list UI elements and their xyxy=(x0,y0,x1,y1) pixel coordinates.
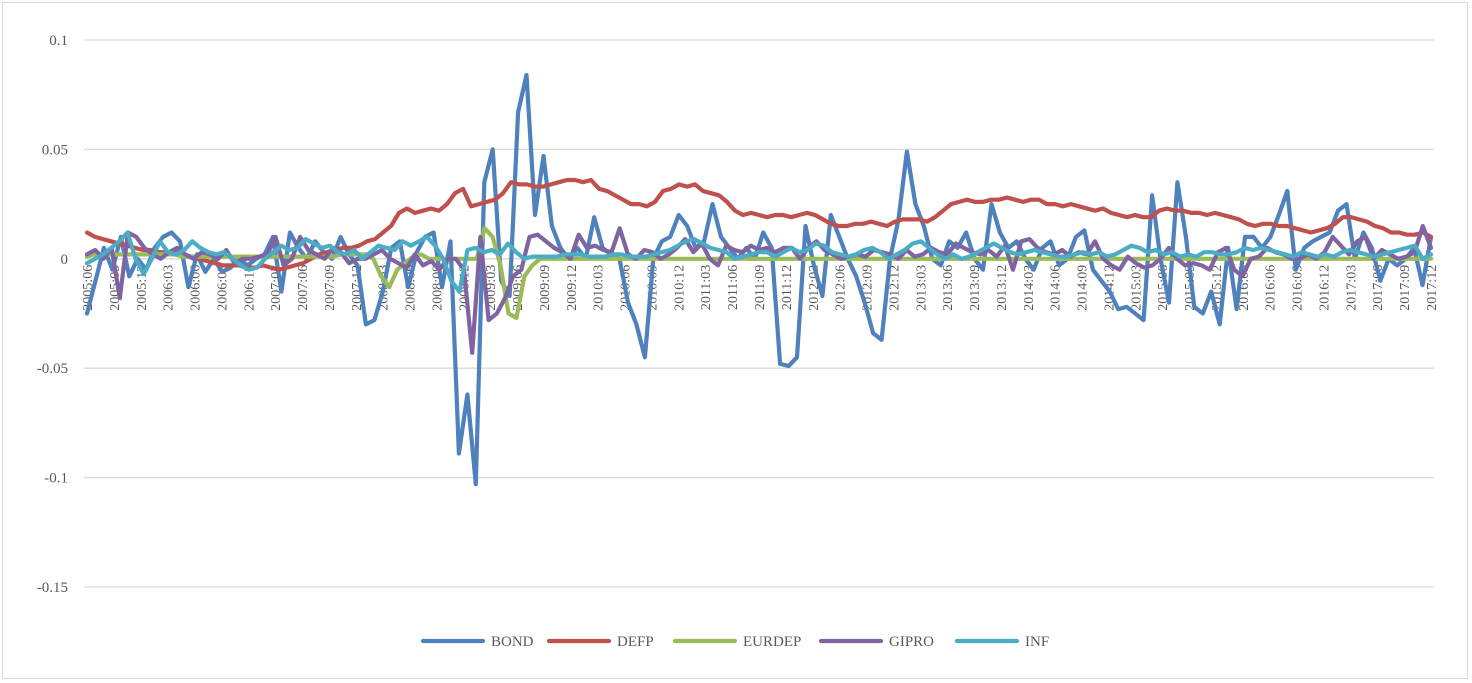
legend-label: INF xyxy=(1025,634,1049,650)
y-tick-label: -0.15 xyxy=(37,580,68,596)
x-tick-label: 2014:06 xyxy=(1049,265,1064,311)
x-tick-label: 2017:09 xyxy=(1398,265,1413,311)
x-tick-label: 2010:03 xyxy=(592,265,607,311)
y-tick-label: -0.05 xyxy=(37,361,68,377)
legend-label: DEFP xyxy=(617,634,654,650)
x-tick-label: 2016:09 xyxy=(1291,265,1306,311)
legend-label: BOND xyxy=(491,634,534,650)
series-line-inf xyxy=(84,230,1434,294)
x-tick-label: 2010:12 xyxy=(672,265,687,311)
x-tick-label: 2009:09 xyxy=(538,265,553,311)
x-tick-label: 2016:06 xyxy=(1264,265,1279,311)
x-tick-label: 2013:06 xyxy=(941,265,956,311)
series-line-defp xyxy=(84,177,1434,272)
x-tick-label: 2014:03 xyxy=(1022,265,1037,311)
x-tick-label: 2012:12 xyxy=(887,265,902,311)
legend-label: EURDEP xyxy=(743,634,801,650)
series-line-eurdep xyxy=(84,226,1434,320)
x-tick-label: 2007:09 xyxy=(323,265,338,311)
x-tick-label: 2009:12 xyxy=(565,265,580,311)
x-tick-label: 2013:09 xyxy=(968,265,983,311)
y-tick-label: 0 xyxy=(61,252,69,268)
x-tick-label: 2013:03 xyxy=(914,265,929,311)
x-tick-label: 2012:09 xyxy=(861,265,876,311)
legend: BOND DEFP EURDEP GIPRO INF xyxy=(420,634,1049,650)
x-tick-label: 2006:03 xyxy=(162,265,177,311)
x-tick-label: 2011:06 xyxy=(726,265,741,310)
legend-item-eurdep: EURDEP xyxy=(672,634,801,650)
series-line-gipro xyxy=(84,223,1434,355)
x-tick-label: 2011:03 xyxy=(699,265,714,310)
legend-item-gipro: GIPRO xyxy=(818,634,934,650)
x-tick-label: 2017:03 xyxy=(1344,265,1359,311)
x-tick-label: 2007:06 xyxy=(296,265,311,311)
gridlines xyxy=(84,39,1434,588)
x-tick-label: 2014:09 xyxy=(1076,265,1091,311)
x-tick-label: 2012:06 xyxy=(834,265,849,311)
x-tick-label: 2006:09 xyxy=(215,265,230,311)
y-tick-label: 0.05 xyxy=(42,142,68,158)
legend-item-bond: BOND xyxy=(420,634,534,650)
x-tick-label: 2011:09 xyxy=(753,265,768,310)
x-tick-label: 2005:12 xyxy=(135,265,150,311)
y-tick-label: -0.1 xyxy=(44,471,68,487)
series-lines xyxy=(84,72,1434,487)
x-tick-label: 2013:12 xyxy=(995,265,1010,311)
x-tick-label: 2011:12 xyxy=(780,265,795,310)
legend-item-inf: INF xyxy=(954,634,1049,650)
legend-item-defp: DEFP xyxy=(546,634,654,650)
x-tick-label: 2006:12 xyxy=(242,265,257,311)
y-tick-label: 0.1 xyxy=(49,33,68,49)
x-tick-label: 2017:12 xyxy=(1425,265,1440,311)
legend-label: GIPRO xyxy=(889,634,934,650)
y-axis-ticks: 0.1 0.05 0 -0.05 -0.1 -0.15 xyxy=(37,33,68,596)
x-tick-label: 2015:03 xyxy=(1129,265,1144,311)
x-tick-label: 2016:12 xyxy=(1318,265,1333,311)
